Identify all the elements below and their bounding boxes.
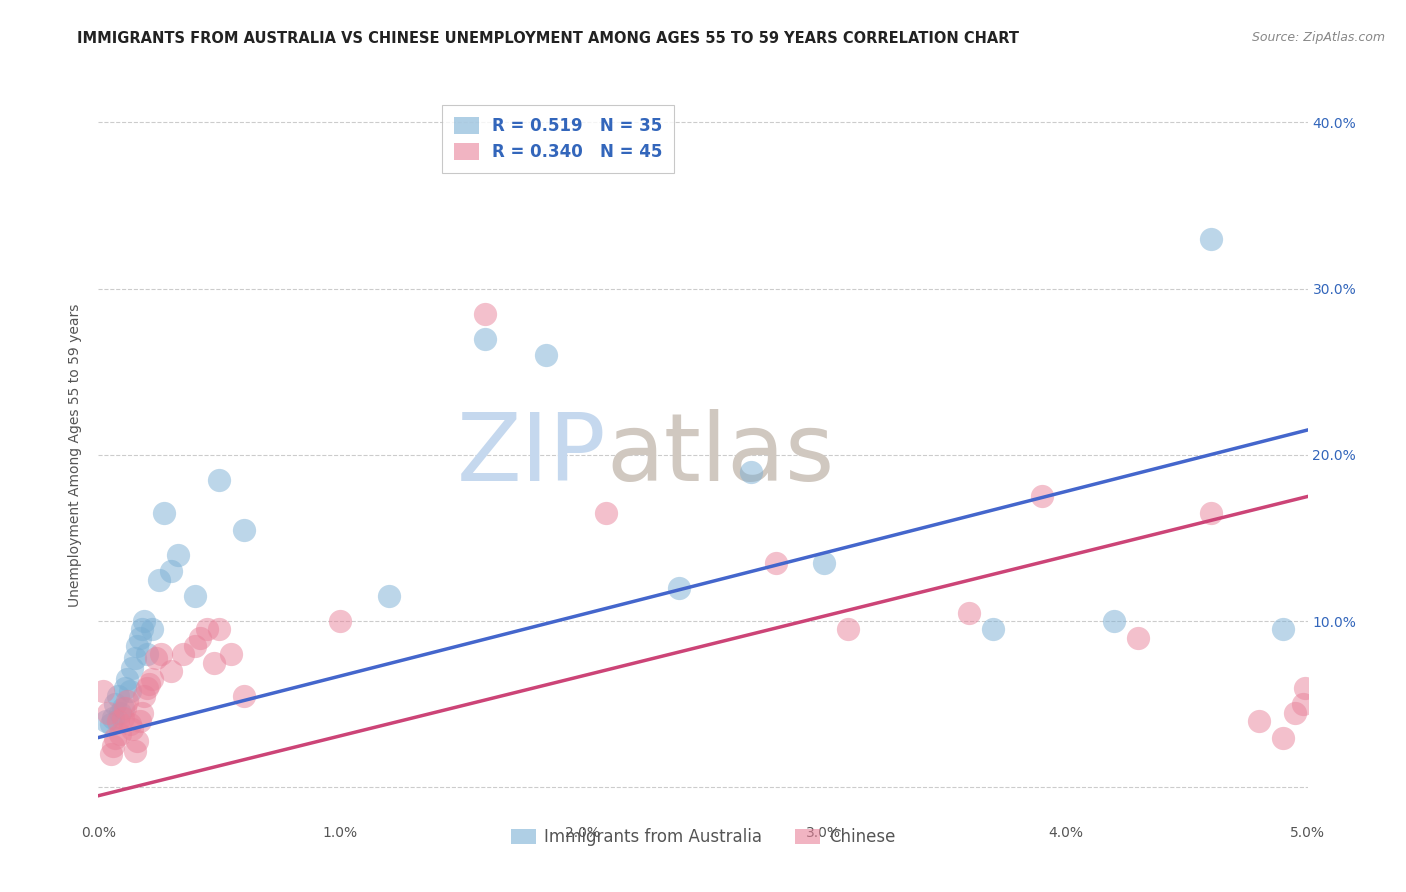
- Point: [195, 623, 218, 637]
- Point: [377, 589, 399, 603]
- Point: [1249, 714, 1271, 728]
- Point: [595, 506, 617, 520]
- Point: [104, 731, 127, 745]
- Point: [111, 700, 134, 714]
- Point: [114, 700, 136, 714]
- Point: [152, 506, 174, 520]
- Point: [534, 348, 557, 362]
- Point: [124, 650, 146, 665]
- Point: [100, 717, 122, 731]
- Point: [1199, 506, 1222, 520]
- Point: [167, 548, 190, 562]
- Y-axis label: Unemployment Among Ages 55 to 59 years: Unemployment Among Ages 55 to 59 years: [69, 303, 83, 607]
- Point: [114, 681, 136, 695]
- Point: [108, 706, 131, 720]
- Point: [135, 648, 157, 662]
- Point: [107, 714, 129, 728]
- Point: [145, 650, 167, 665]
- Point: [121, 661, 143, 675]
- Point: [1292, 698, 1315, 712]
- Point: [172, 648, 194, 662]
- Text: IMMIGRANTS FROM AUSTRALIA VS CHINESE UNEMPLOYMENT AMONG AGES 55 TO 59 YEARS CORR: IMMIGRANTS FROM AUSTRALIA VS CHINESE UNE…: [77, 31, 1019, 46]
- Point: [97, 706, 120, 720]
- Point: [134, 614, 156, 628]
- Point: [1199, 232, 1222, 246]
- Point: [127, 639, 149, 653]
- Point: [111, 710, 134, 724]
- Point: [1272, 623, 1295, 637]
- Point: [981, 623, 1004, 637]
- Point: [160, 664, 183, 678]
- Point: [957, 606, 980, 620]
- Point: [204, 656, 226, 670]
- Point: [131, 623, 153, 637]
- Point: [108, 727, 131, 741]
- Point: [117, 694, 139, 708]
- Text: ZIP: ZIP: [457, 409, 606, 501]
- Point: [208, 473, 231, 487]
- Point: [148, 573, 170, 587]
- Point: [150, 648, 173, 662]
- Point: [1294, 681, 1316, 695]
- Point: [1272, 731, 1295, 745]
- Point: [208, 623, 231, 637]
- Point: [184, 589, 207, 603]
- Point: [668, 581, 690, 595]
- Point: [232, 523, 254, 537]
- Point: [117, 673, 139, 687]
- Point: [221, 648, 243, 662]
- Point: [135, 681, 157, 695]
- Point: [118, 717, 141, 731]
- Point: [184, 639, 207, 653]
- Point: [128, 631, 150, 645]
- Point: [127, 734, 149, 748]
- Point: [124, 744, 146, 758]
- Point: [474, 332, 496, 346]
- Point: [100, 747, 122, 761]
- Point: [765, 556, 787, 570]
- Point: [160, 564, 183, 578]
- Point: [134, 689, 156, 703]
- Text: atlas: atlas: [606, 409, 835, 501]
- Point: [1031, 490, 1053, 504]
- Point: [121, 723, 143, 737]
- Point: [138, 677, 160, 691]
- Point: [107, 689, 129, 703]
- Point: [813, 556, 835, 570]
- Point: [232, 689, 254, 703]
- Point: [128, 714, 150, 728]
- Point: [118, 684, 141, 698]
- Point: [1102, 614, 1125, 628]
- Text: Source: ZipAtlas.com: Source: ZipAtlas.com: [1251, 31, 1385, 45]
- Point: [329, 614, 352, 628]
- Legend: Immigrants from Australia, Chinese: Immigrants from Australia, Chinese: [505, 822, 901, 853]
- Point: [740, 465, 762, 479]
- Point: [104, 698, 127, 712]
- Point: [131, 706, 153, 720]
- Point: [1128, 631, 1150, 645]
- Point: [1284, 706, 1306, 720]
- Point: [141, 673, 163, 687]
- Point: [141, 623, 163, 637]
- Point: [101, 710, 124, 724]
- Point: [837, 623, 859, 637]
- Point: [91, 684, 114, 698]
- Point: [474, 307, 496, 321]
- Point: [94, 714, 117, 728]
- Point: [101, 739, 124, 753]
- Point: [188, 631, 211, 645]
